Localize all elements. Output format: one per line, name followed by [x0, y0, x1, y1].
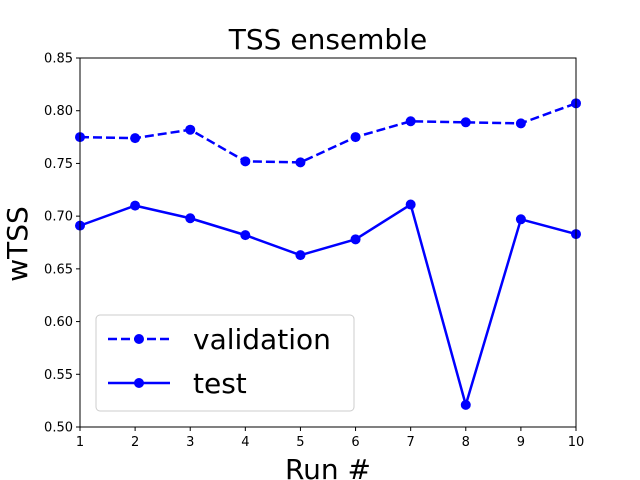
data-point-validation: [185, 124, 196, 135]
data-point-test: [295, 250, 306, 261]
x-tick-label: 9: [517, 435, 525, 450]
legend-validation-label: validation: [193, 323, 331, 356]
data-point-validation: [350, 132, 361, 143]
data-point-test: [460, 399, 471, 410]
x-tick-label: 3: [186, 435, 194, 450]
x-tick-label: 4: [241, 435, 249, 450]
y-tick-label: 0.75: [44, 157, 73, 172]
y-axis: 0.50 0.55 0.60 0.65 0.70 0.75 0.80 0.85: [44, 52, 80, 436]
data-point-validation: [240, 156, 251, 167]
legend-test-label: test: [193, 367, 247, 400]
legend-validation-marker: [134, 334, 144, 344]
y-axis-label: wTSS: [1, 206, 34, 282]
data-point-test: [240, 230, 251, 241]
chart-title: TSS ensemble: [228, 23, 427, 56]
x-tick-label: 7: [407, 435, 415, 450]
data-point-validation: [295, 157, 306, 168]
data-point-test: [185, 213, 196, 224]
series-line-validation: [79, 102, 577, 164]
data-point-test: [130, 200, 141, 211]
data-point-validation: [405, 116, 416, 127]
data-point-test: [515, 214, 526, 225]
x-tick-label: 6: [351, 435, 359, 450]
x-tick-label: 10: [568, 435, 585, 450]
x-axis: 1 2 3 4 5 6 7 8 9 10: [76, 427, 584, 450]
x-tick-label: 8: [462, 435, 470, 450]
y-tick-label: 0.65: [44, 262, 73, 277]
y-tick-label: 0.70: [44, 210, 73, 225]
x-axis-label: Run #: [285, 453, 371, 480]
y-tick-label: 0.85: [44, 52, 73, 67]
data-point-validation: [515, 118, 526, 129]
y-tick-label: 0.80: [44, 104, 73, 119]
x-tick-label: 2: [131, 435, 139, 450]
x-tick-label: 1: [76, 435, 84, 450]
data-point-validation: [130, 133, 141, 144]
legend-test-marker: [134, 378, 144, 388]
data-point-test: [405, 199, 416, 210]
series-layer: [75, 98, 581, 410]
y-tick-label: 0.50: [44, 421, 73, 436]
data-point-validation: [460, 117, 471, 128]
y-tick-label: 0.55: [44, 368, 73, 383]
x-tick-label: 5: [296, 435, 304, 450]
legend: validation test: [95, 314, 355, 412]
data-point-test: [350, 234, 361, 245]
y-tick-label: 0.60: [44, 315, 73, 330]
plot-frame: [79, 57, 577, 428]
series-line-test: [79, 203, 577, 407]
